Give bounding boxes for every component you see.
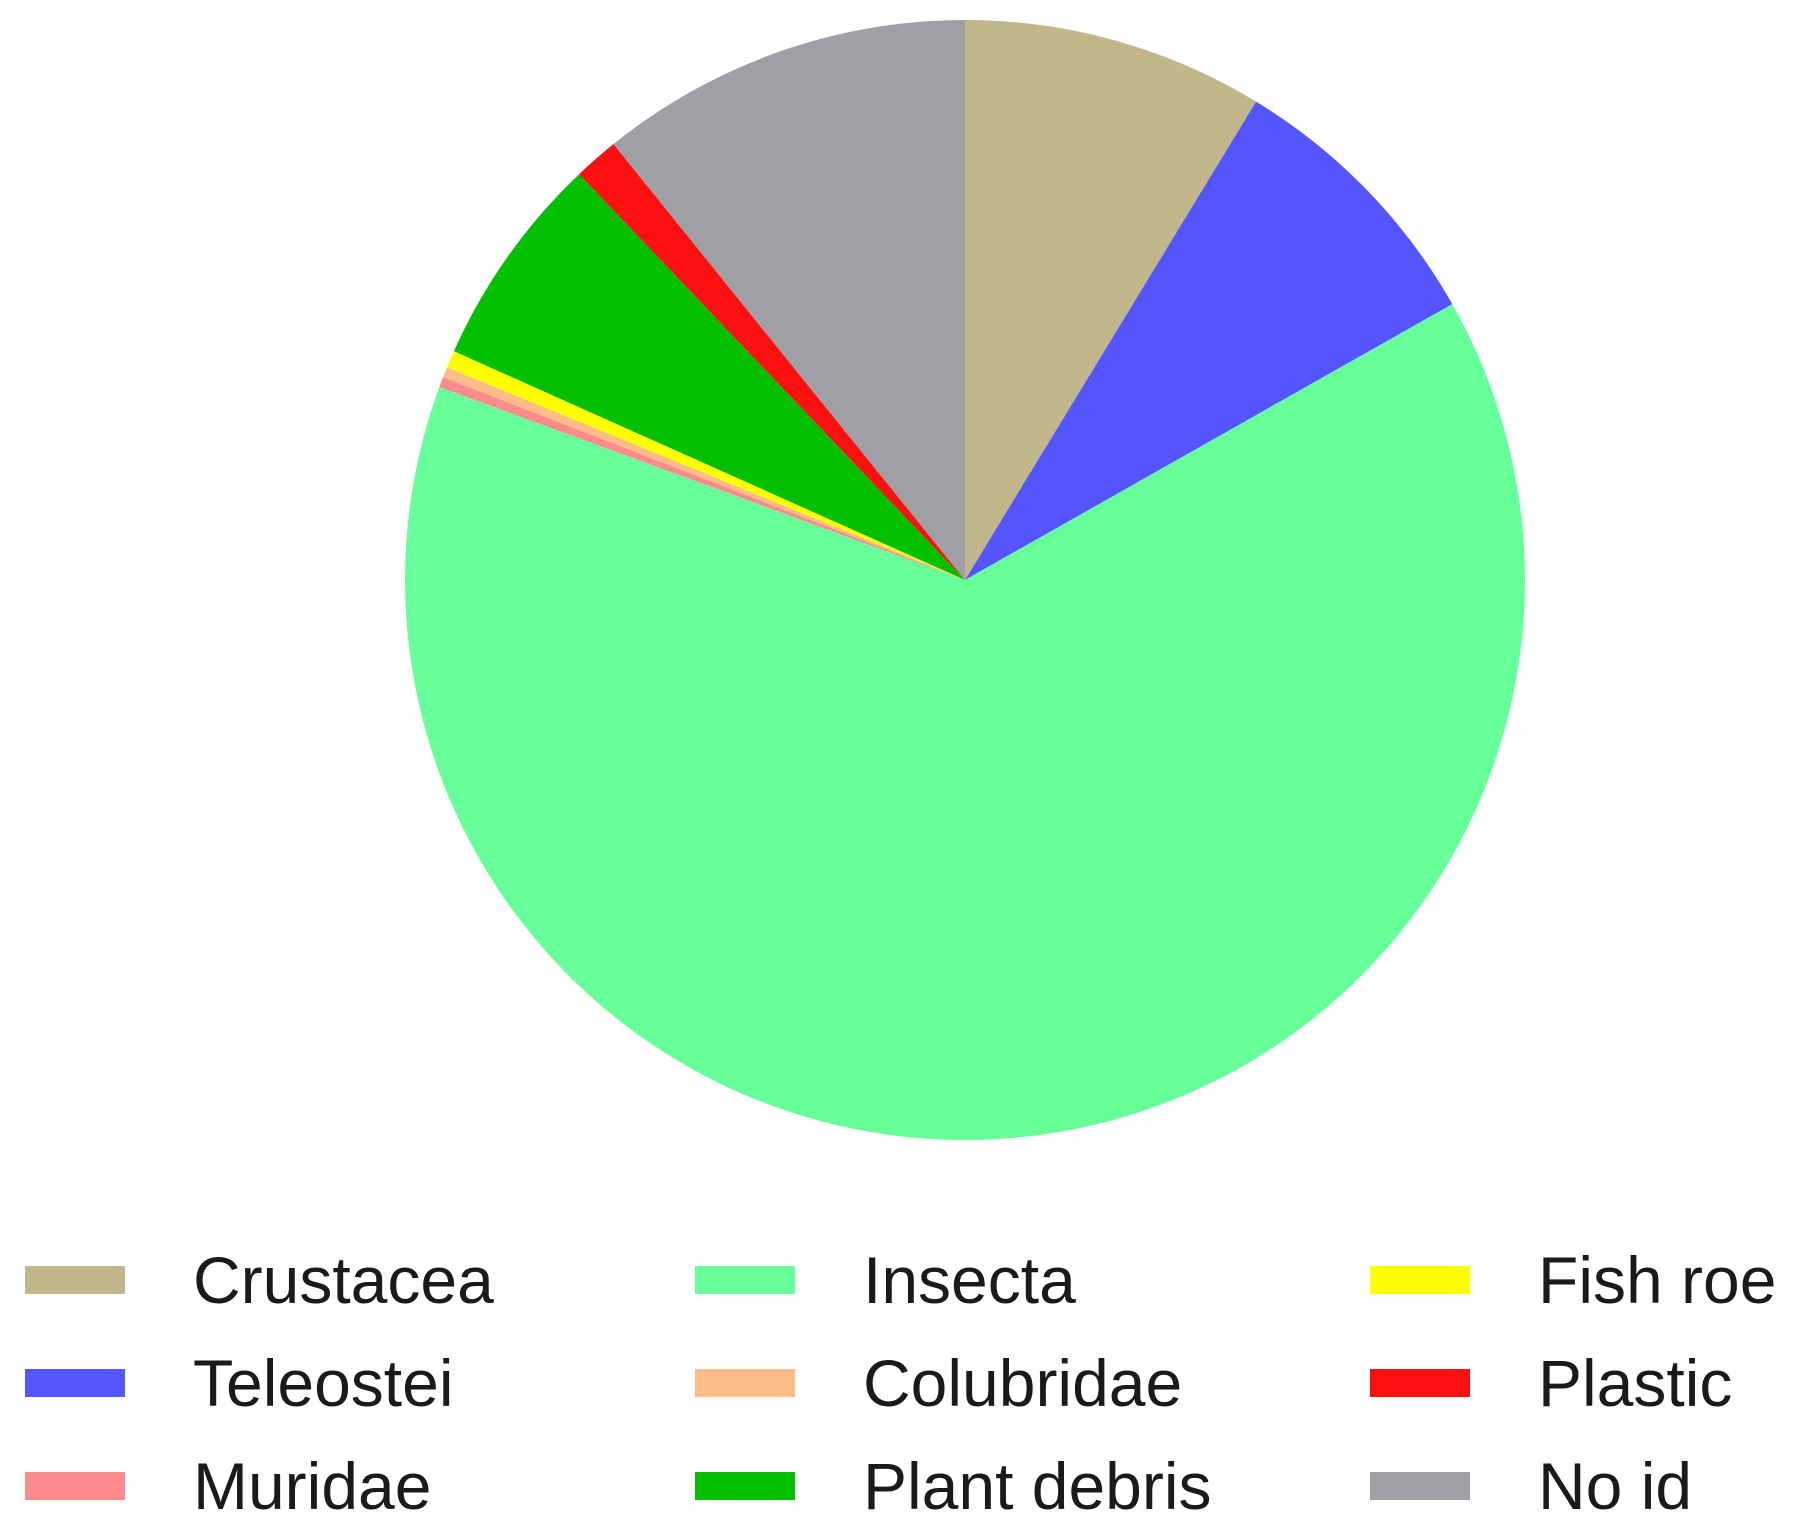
legend-label: No id: [1538, 1449, 1693, 1523]
pie-slice-plant-debris: [453, 174, 965, 580]
legend-item-crustacea: Crustacea: [25, 1230, 494, 1330]
legend-swatch: [1370, 1369, 1470, 1397]
legend: Crustacea Teleostei Muridae Insecta Colubrid…: [0, 1230, 1811, 1530]
legend-swatch: [1370, 1266, 1470, 1294]
legend-item-insecta: Insecta: [695, 1230, 1076, 1330]
legend-label: Muridae: [193, 1449, 432, 1523]
pie-slice-plastic: [579, 144, 965, 580]
pie-slice-crustacea: [965, 20, 1257, 580]
pie-slices: [404, 20, 1526, 1141]
legend-item-colubridae: Colubridae: [695, 1333, 1182, 1433]
legend-label: Teleostei: [193, 1346, 454, 1420]
legend-swatch: [695, 1472, 795, 1500]
legend-label: Fish roe: [1538, 1243, 1777, 1317]
pie-slice-insecta: [404, 304, 1526, 1141]
legend-swatch: [25, 1472, 125, 1500]
legend-item-fish-roe: Fish roe: [1370, 1230, 1776, 1330]
pie-slice-teleostei: [965, 101, 1453, 580]
pie-slice-fish-roe: [446, 351, 966, 580]
legend-item-no-id: No id: [1370, 1436, 1692, 1536]
legend-item-muridae: Muridae: [25, 1436, 431, 1536]
legend-label: Crustacea: [193, 1243, 494, 1317]
legend-label: Colubridae: [863, 1346, 1183, 1420]
legend-swatch: [695, 1266, 795, 1294]
legend-item-plant-debris: Plant debris: [695, 1436, 1212, 1536]
legend-label: Plastic: [1538, 1346, 1733, 1420]
legend-swatch: [1370, 1472, 1470, 1500]
pie-slice-no-id: [613, 20, 965, 580]
legend-item-plastic: Plastic: [1370, 1333, 1732, 1433]
legend-label: Insecta: [863, 1243, 1076, 1317]
legend-swatch: [25, 1369, 125, 1397]
legend-item-teleostei: Teleostei: [25, 1333, 454, 1433]
pie-slice-colubridae: [443, 367, 965, 580]
pie-slice-muridae: [439, 377, 965, 580]
legend-swatch: [25, 1266, 125, 1294]
legend-swatch: [695, 1369, 795, 1397]
legend-label: Plant debris: [863, 1449, 1212, 1523]
